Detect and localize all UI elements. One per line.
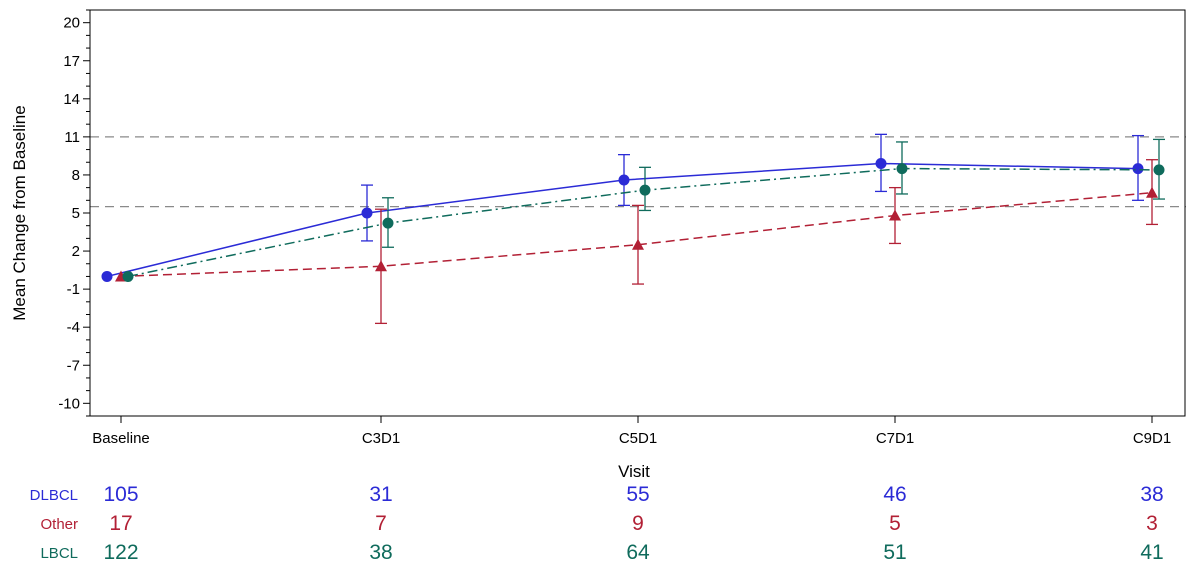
- data-point: [122, 270, 134, 282]
- risk-count: 17: [109, 512, 132, 535]
- y-tick-label: -10: [58, 395, 80, 412]
- x-tick-label: Baseline: [92, 430, 150, 447]
- series-dlbcl: [101, 133, 1144, 282]
- y-tick-label: 17: [63, 53, 80, 70]
- risk-count: 5: [889, 512, 901, 535]
- data-point: [1146, 186, 1158, 198]
- data-point: [382, 217, 394, 229]
- x-tick-label: C9D1: [1133, 430, 1171, 447]
- data-point: [375, 260, 387, 272]
- data-point: [618, 174, 630, 186]
- risk-count: 105: [103, 483, 138, 506]
- data-point: [1132, 163, 1144, 175]
- data-point: [889, 209, 901, 221]
- risk-row-label: DLBCL: [30, 487, 78, 504]
- risk-count: 7: [375, 512, 387, 535]
- risk-count: 9: [632, 512, 644, 535]
- risk-count: 3: [1146, 512, 1158, 535]
- x-axis: Baseline C3D1 C5D1 C7D1 C9D1: [92, 416, 1171, 447]
- y-tick-label: 11: [64, 129, 80, 146]
- data-point: [896, 163, 908, 175]
- y-tick-label: -7: [67, 357, 80, 374]
- x-tick-label: C7D1: [876, 430, 914, 447]
- y-tick-label: 20: [63, 15, 80, 32]
- y-axis: 20 17 14 11 8 5 2 -1 -4 -7 -10: [58, 9, 90, 417]
- risk-count: 38: [369, 541, 392, 564]
- x-tick-label: C3D1: [362, 430, 400, 447]
- series-lbcl: [122, 138, 1165, 282]
- y-tick-label: 14: [63, 91, 80, 108]
- risk-count: 122: [103, 541, 138, 564]
- series-other: [115, 159, 1158, 325]
- plot-frame: [89, 9, 1186, 417]
- data-point: [361, 207, 373, 219]
- series-layer: [101, 133, 1165, 325]
- data-point: [101, 270, 113, 282]
- risk-count: 46: [883, 483, 906, 506]
- risk-count: 38: [1140, 483, 1163, 506]
- y-tick-label: 8: [72, 167, 80, 184]
- y-tick-label: -4: [67, 319, 80, 336]
- risk-count: 31: [369, 483, 392, 506]
- risk-count: 41: [1140, 541, 1163, 564]
- data-point: [632, 238, 644, 250]
- y-axis-label: Mean Change from Baseline: [10, 105, 29, 320]
- risk-count: 64: [626, 541, 650, 564]
- risk-count: 55: [626, 483, 649, 506]
- y-tick-label: -1: [67, 281, 80, 298]
- data-point: [1153, 164, 1165, 176]
- data-point: [639, 184, 651, 196]
- risk-row-label: Other: [40, 516, 78, 533]
- at-risk-table: DLBCL 105 31 55 46 38 Other 17 7 9 5 3 LBCL 122 38 64 51…: [30, 483, 1164, 564]
- y-tick-label: 5: [72, 205, 80, 222]
- data-point: [875, 158, 887, 170]
- y-tick-label: 2: [72, 243, 80, 260]
- risk-row-label: LBCL: [40, 545, 78, 562]
- x-tick-label: C5D1: [619, 430, 657, 447]
- reference-lines: [90, 136, 1186, 208]
- risk-count: 51: [883, 541, 906, 564]
- x-axis-label: Visit: [618, 462, 650, 481]
- series-line: [127, 167, 1160, 278]
